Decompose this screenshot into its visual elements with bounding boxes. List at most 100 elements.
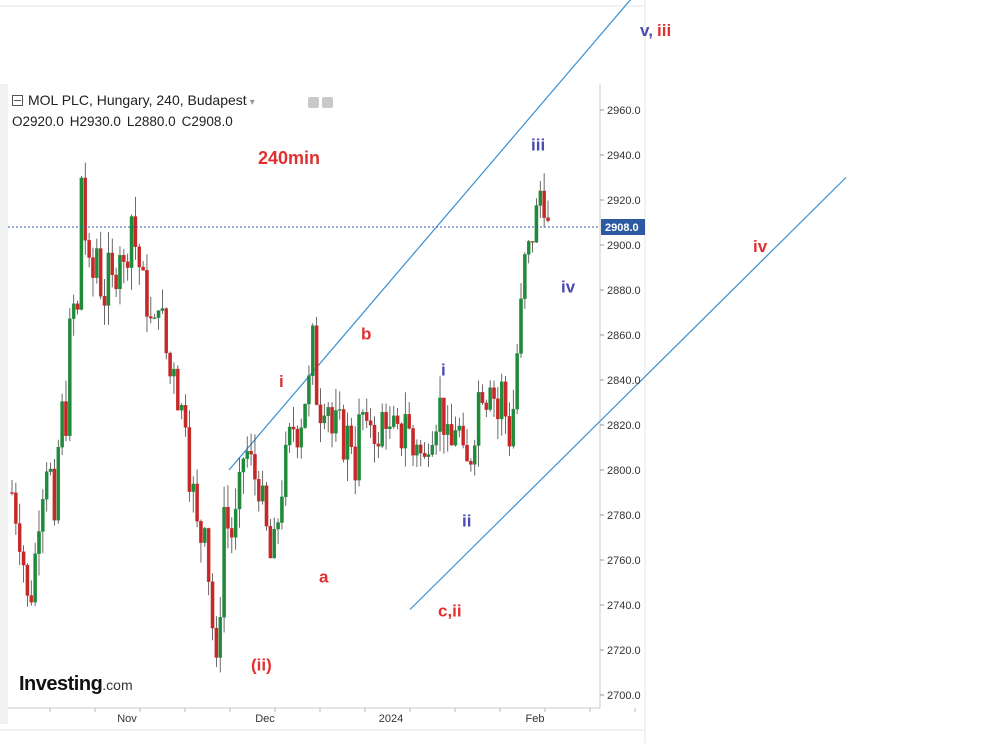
- candle[interactable]: [341, 404, 346, 463]
- candle[interactable]: [64, 380, 68, 442]
- menu-icon[interactable]: [12, 95, 23, 106]
- candle[interactable]: [272, 517, 276, 559]
- candle[interactable]: [83, 162, 88, 255]
- candle[interactable]: [191, 476, 195, 513]
- candle[interactable]: [114, 267, 118, 298]
- candle[interactable]: [492, 380, 496, 417]
- candle[interactable]: [469, 458, 473, 472]
- candle[interactable]: [75, 300, 80, 315]
- candle[interactable]: [33, 542, 37, 607]
- candle[interactable]: [102, 279, 107, 325]
- candle[interactable]: [118, 246, 122, 305]
- candle[interactable]: [519, 283, 523, 359]
- candle[interactable]: [79, 175, 84, 311]
- candle[interactable]: [10, 479, 14, 496]
- candle[interactable]: [183, 394, 188, 437]
- candle[interactable]: [330, 402, 334, 448]
- candle[interactable]: [299, 418, 303, 459]
- candle[interactable]: [480, 384, 485, 405]
- candle[interactable]: [503, 376, 508, 434]
- candle[interactable]: [276, 518, 280, 544]
- candle[interactable]: [357, 398, 361, 487]
- candle[interactable]: [426, 443, 431, 467]
- candle[interactable]: [418, 440, 423, 467]
- candle[interactable]: [499, 373, 504, 436]
- candle[interactable]: [37, 510, 41, 576]
- candle[interactable]: [214, 616, 219, 668]
- candle[interactable]: [218, 597, 222, 673]
- candle[interactable]: [48, 462, 53, 476]
- candle[interactable]: [392, 405, 396, 429]
- candle[interactable]: [129, 214, 134, 290]
- candle[interactable]: [110, 238, 115, 288]
- candle[interactable]: [368, 408, 373, 438]
- candle[interactable]: [145, 254, 149, 333]
- candle[interactable]: [507, 402, 512, 456]
- candle[interactable]: [295, 425, 300, 459]
- candle[interactable]: [91, 247, 95, 297]
- candle[interactable]: [44, 462, 49, 512]
- candle[interactable]: [411, 424, 415, 467]
- candle[interactable]: [361, 409, 365, 431]
- candle[interactable]: [407, 402, 411, 430]
- candle[interactable]: [399, 422, 404, 457]
- candle[interactable]: [322, 403, 327, 430]
- candle[interactable]: [133, 196, 138, 260]
- candle[interactable]: [25, 563, 30, 607]
- candle[interactable]: [87, 233, 91, 268]
- candle[interactable]: [353, 426, 357, 495]
- candle[interactable]: [326, 402, 330, 433]
- candle[interactable]: [280, 480, 284, 530]
- candle[interactable]: [253, 434, 257, 496]
- candle[interactable]: [461, 412, 465, 449]
- candle[interactable]: [349, 417, 354, 455]
- candle[interactable]: [496, 386, 500, 440]
- candle[interactable]: [264, 481, 269, 531]
- candle[interactable]: [291, 406, 296, 442]
- candle[interactable]: [71, 294, 76, 336]
- candle[interactable]: [106, 232, 111, 325]
- candle[interactable]: [52, 458, 57, 526]
- candle[interactable]: [538, 180, 543, 218]
- candle[interactable]: [511, 389, 516, 449]
- candle[interactable]: [241, 457, 246, 494]
- candle[interactable]: [457, 417, 462, 438]
- candle[interactable]: [95, 238, 99, 284]
- candle[interactable]: [268, 519, 273, 559]
- candle[interactable]: [179, 403, 184, 420]
- candle[interactable]: [515, 344, 519, 415]
- candle[interactable]: [334, 389, 338, 442]
- candle[interactable]: [160, 289, 165, 314]
- candle[interactable]: [284, 431, 288, 506]
- candle[interactable]: [230, 517, 234, 554]
- candle[interactable]: [372, 416, 377, 463]
- candle[interactable]: [303, 403, 307, 429]
- candle[interactable]: [203, 526, 207, 547]
- candle[interactable]: [546, 200, 550, 223]
- candle[interactable]: [318, 388, 323, 443]
- candlestick-series[interactable]: [10, 162, 550, 673]
- candle[interactable]: [395, 407, 400, 430]
- candle[interactable]: [199, 519, 203, 563]
- candle[interactable]: [484, 399, 489, 417]
- candle[interactable]: [453, 416, 458, 447]
- candle[interactable]: [476, 380, 481, 467]
- candle[interactable]: [430, 431, 435, 457]
- candle[interactable]: [164, 307, 168, 360]
- candle[interactable]: [345, 412, 350, 482]
- candle[interactable]: [176, 365, 180, 411]
- candle[interactable]: [56, 439, 61, 524]
- candle[interactable]: [41, 489, 45, 553]
- candle[interactable]: [249, 433, 253, 466]
- candle[interactable]: [172, 362, 176, 394]
- candle[interactable]: [422, 442, 427, 459]
- candle[interactable]: [445, 405, 450, 452]
- candle[interactable]: [438, 376, 442, 452]
- candle[interactable]: [526, 239, 531, 264]
- candle[interactable]: [287, 422, 292, 453]
- candle[interactable]: [233, 488, 238, 550]
- settings-icon[interactable]: [308, 97, 319, 108]
- candle[interactable]: [403, 392, 408, 467]
- candle[interactable]: [149, 296, 153, 324]
